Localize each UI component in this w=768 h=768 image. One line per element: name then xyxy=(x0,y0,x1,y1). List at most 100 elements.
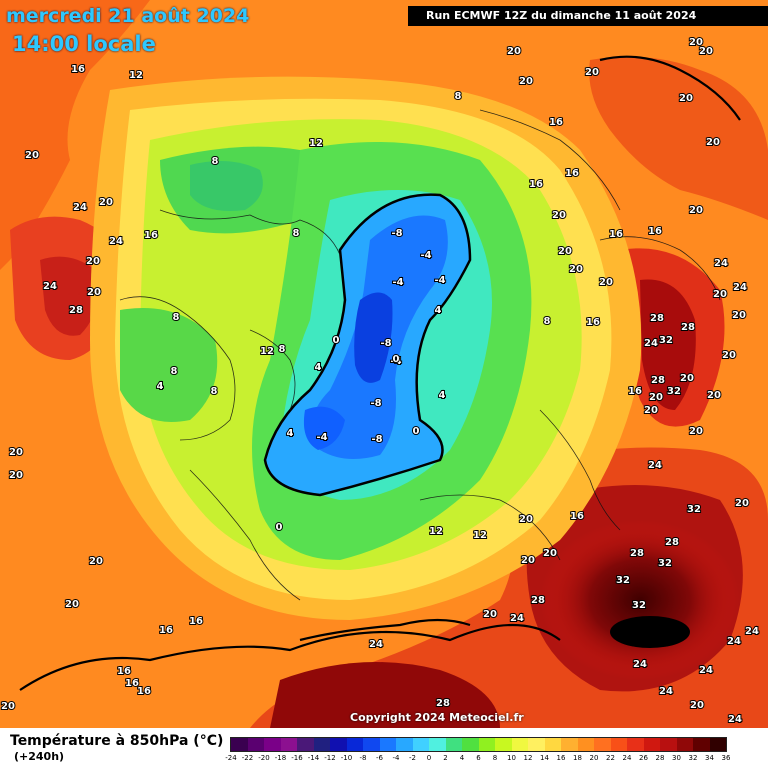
contour-label: 20 xyxy=(689,426,703,437)
contour-label: 8 xyxy=(212,156,219,167)
contour-label: 28 xyxy=(681,322,695,333)
scale-tick-label: -6 xyxy=(376,754,383,762)
contour-label: 16 xyxy=(565,168,579,179)
color-swatch xyxy=(511,738,528,751)
color-swatch xyxy=(478,738,495,751)
zone-warm-nw xyxy=(0,0,150,270)
contour-label: 20 xyxy=(9,447,23,458)
contour-label: -8 xyxy=(371,434,382,445)
scale-tick-label: -20 xyxy=(258,754,270,762)
contour-label: 12 xyxy=(429,526,443,537)
contour-label: 4 xyxy=(439,390,446,401)
color-swatch xyxy=(445,738,462,751)
color-swatch xyxy=(594,738,611,751)
zone-coldest-core xyxy=(354,292,393,383)
scale-tick-label: 12 xyxy=(523,754,533,762)
zone-warm-ne xyxy=(589,56,768,220)
contour-label: 24 xyxy=(714,258,728,269)
color-swatch xyxy=(313,738,330,751)
color-swatch xyxy=(247,738,264,751)
contour-label: 0 xyxy=(393,354,400,365)
contour-label: 20 xyxy=(644,405,658,416)
color-swatch xyxy=(379,738,396,751)
contour-label: 20 xyxy=(735,498,749,509)
contour-lines xyxy=(19,55,741,691)
contour-label: 16 xyxy=(189,616,203,627)
color-swatch xyxy=(693,738,710,751)
zone-hotter-west xyxy=(40,256,98,336)
scale-tick-label: 22 xyxy=(606,754,615,762)
contour-label: -4 xyxy=(434,275,445,286)
color-swatch xyxy=(544,738,561,751)
contour-label: -4 xyxy=(316,432,327,443)
contour-label: 16 xyxy=(586,317,600,328)
contour-label: 24 xyxy=(745,626,759,637)
contour-label: 12 xyxy=(309,138,323,149)
contour-label: 24 xyxy=(733,282,747,293)
contour-label: 28 xyxy=(651,375,665,386)
contour-label: 16 xyxy=(628,386,642,397)
contour-label: 20 xyxy=(569,264,583,275)
scale-tick-label: 6 xyxy=(476,754,481,762)
zone-extreme-core xyxy=(610,616,690,648)
scale-tick-label: -24 xyxy=(225,754,237,762)
color-swatch xyxy=(627,738,644,751)
temperature-map: 16 12 20 24 20 24 20 24 20 28 16 8 12 8 8 8 4 8 12 8 4 0 4 -4 -8… xyxy=(0,0,768,728)
contour-label: 32 xyxy=(687,504,701,515)
contour-label: 20 xyxy=(65,599,79,610)
contour-label: 20 xyxy=(519,514,533,525)
color-scale-bar xyxy=(230,737,727,752)
contour-label: 12 xyxy=(260,346,274,357)
contour-label: 20 xyxy=(679,93,693,104)
contour-label: 20 xyxy=(722,350,736,361)
contour-label: 32 xyxy=(616,575,630,586)
scale-tick-label: 8 xyxy=(492,754,498,762)
scale-tick-label: -10 xyxy=(340,754,353,762)
contour-label: 4 xyxy=(435,305,442,316)
scale-tick-label: 34 xyxy=(705,754,714,762)
scale-tick-label: -14 xyxy=(307,754,320,762)
contour-label: 4 xyxy=(287,428,294,439)
scale-tick-label: 16 xyxy=(556,754,566,762)
scale-tick-label: 4 xyxy=(459,754,465,762)
contour-label: -4 xyxy=(390,356,401,367)
contour-label: 16 xyxy=(125,678,139,689)
coastlines xyxy=(119,109,721,601)
copyright-notice: Copyright 2024 Meteociel.fr xyxy=(350,711,524,724)
contour-label: 4 xyxy=(157,381,164,392)
contour-label: 20 xyxy=(680,373,694,384)
contour-label: 24 xyxy=(510,613,524,624)
contour-label: 24 xyxy=(728,714,742,725)
color-swatch xyxy=(709,738,726,751)
scale-tick-label: -16 xyxy=(291,754,303,762)
contour-label: 24 xyxy=(73,202,87,213)
contour-label: 20 xyxy=(732,310,746,321)
contour-label: 32 xyxy=(658,558,672,569)
valid-time: 14:00 locale xyxy=(12,32,156,56)
contour-label: 20 xyxy=(87,287,101,298)
contour-label: 32 xyxy=(632,600,646,611)
contour-label: 20 xyxy=(552,210,566,221)
color-swatch xyxy=(643,738,660,751)
color-swatch xyxy=(577,738,594,751)
color-swatch xyxy=(610,738,627,751)
contour-label: 16 xyxy=(144,230,158,241)
zone-hot-south xyxy=(270,662,500,728)
contour-label: 20 xyxy=(86,256,100,267)
color-swatch xyxy=(561,738,578,751)
contour-label: 20 xyxy=(706,137,720,148)
contour-label: 28 xyxy=(650,313,664,324)
color-swatch xyxy=(330,738,347,751)
scale-tick-label: 18 xyxy=(573,754,582,762)
legend-footer: Température à 850hPa (°C) (+240h) -24 -22… xyxy=(0,728,768,768)
contour-label: 8 xyxy=(279,344,286,355)
color-swatch xyxy=(412,738,429,751)
contour-label: 20 xyxy=(713,289,727,300)
scale-tick-label: 0 xyxy=(426,754,432,762)
contour-label: 20 xyxy=(707,390,721,401)
contour-label: 24 xyxy=(369,639,383,650)
scale-tick-label: -18 xyxy=(274,754,287,762)
contour-label: 20 xyxy=(521,555,535,566)
contour-label: 12 xyxy=(473,530,487,541)
